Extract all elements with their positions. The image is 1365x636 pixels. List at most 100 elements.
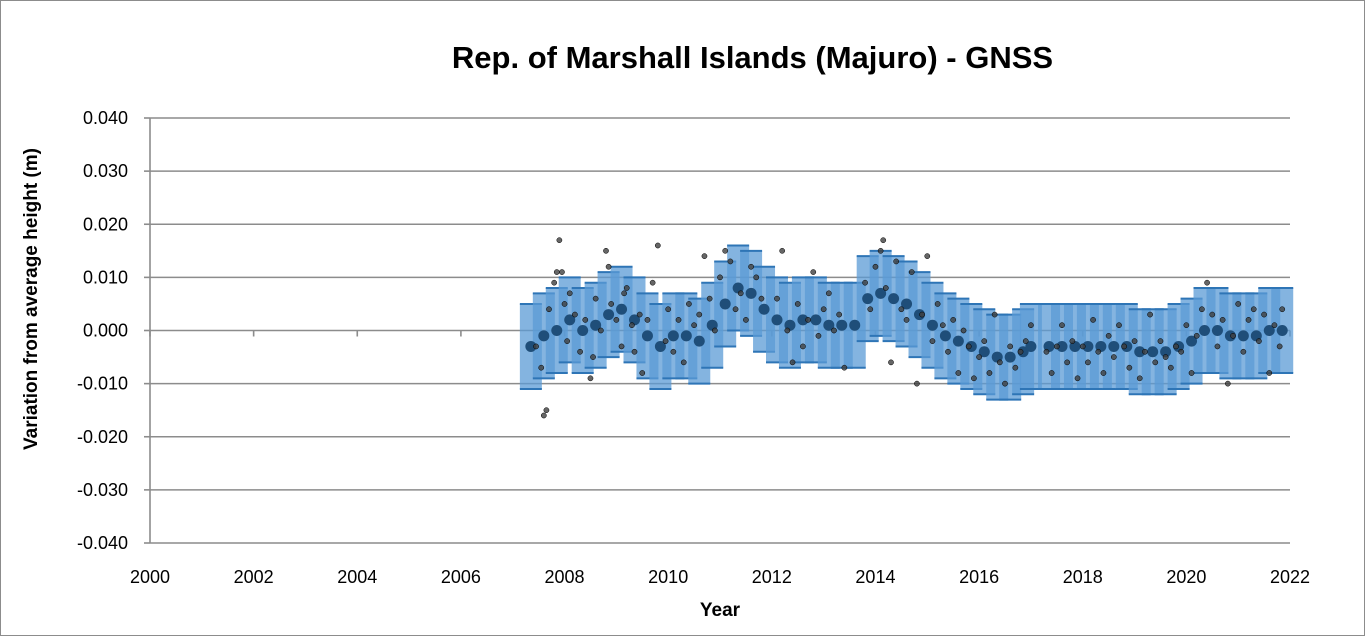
daily-point-132 — [1204, 279, 1210, 286]
daily-point-127 — [1178, 348, 1185, 355]
mean-point-28 — [888, 293, 900, 305]
x-tick-label-10: 2020 — [1166, 567, 1206, 587]
daily-point-98 — [1017, 348, 1024, 355]
mean-point-21 — [797, 314, 809, 326]
daily-point-12 — [572, 311, 578, 318]
mean-point-26 — [862, 293, 874, 305]
daily-point-101 — [1043, 348, 1050, 355]
daily-point-53 — [774, 295, 780, 302]
daily-point-34 — [665, 306, 672, 313]
mean-point-12 — [680, 330, 692, 342]
x-tick-label-9: 2018 — [1063, 567, 1103, 587]
daily-point-116 — [1121, 343, 1128, 350]
daily-point-60 — [810, 269, 817, 275]
mean-point-57 — [1263, 325, 1275, 336]
mean-point-1 — [538, 330, 550, 342]
daily-point-102 — [1048, 370, 1055, 376]
daily-point-137 — [1230, 332, 1236, 339]
chart-title: Rep. of Marshall Islands (Majuro) - GNSS — [451, 40, 1054, 75]
daily-point-131 — [1199, 306, 1205, 313]
daily-point-74 — [893, 258, 900, 265]
daily-point-147 — [1279, 306, 1286, 313]
daily-point-140 — [1245, 317, 1252, 323]
daily-point-3 — [543, 407, 550, 414]
daily-point-108 — [1079, 343, 1086, 350]
x-tick-label-6: 2012 — [752, 567, 792, 587]
mean-point-25 — [849, 319, 861, 331]
daily-points-series — [533, 237, 1286, 419]
mean-point-6 — [603, 309, 615, 321]
daily-point-19 — [603, 247, 609, 254]
daily-point-129 — [1188, 370, 1195, 376]
mean-point-37 — [1004, 351, 1016, 363]
daily-point-85 — [950, 317, 957, 323]
x-tick-label-4: 2008 — [545, 567, 585, 587]
mean-point-5 — [590, 319, 602, 331]
daily-point-33 — [662, 338, 669, 344]
daily-point-35 — [670, 348, 677, 355]
daily-point-68 — [867, 306, 874, 313]
daily-point-22 — [613, 317, 620, 323]
daily-point-99 — [1022, 338, 1029, 344]
daily-point-8 — [559, 269, 565, 275]
mean-point-32 — [939, 330, 951, 342]
mean-point-10 — [654, 340, 666, 352]
daily-point-100 — [1028, 322, 1034, 329]
daily-point-107 — [1074, 375, 1081, 382]
mean-point-39 — [1025, 340, 1037, 352]
y-tick-label-7: -0.030 — [77, 480, 128, 500]
daily-point-136 — [1224, 380, 1231, 387]
daily-point-86 — [955, 370, 962, 376]
mean-point-27 — [875, 287, 887, 299]
daily-point-56 — [789, 359, 796, 366]
daily-point-97 — [1012, 364, 1019, 371]
daily-point-17 — [592, 295, 599, 302]
daily-point-114 — [1110, 354, 1117, 360]
daily-point-11 — [566, 290, 573, 297]
tick-labels: 0.040 0.030 0.020 0.010 0.000 -0.010 -0.020 -0.… — [77, 108, 1310, 587]
mean-point-53 — [1211, 325, 1223, 336]
daily-point-89 — [971, 375, 977, 382]
daily-point-81 — [929, 338, 936, 344]
mean-point-23 — [823, 319, 835, 331]
daily-point-42 — [706, 295, 713, 302]
daily-point-28 — [636, 311, 643, 318]
daily-point-103 — [1053, 343, 1060, 350]
daily-point-88 — [965, 343, 972, 350]
daily-point-96 — [1007, 343, 1014, 350]
daily-point-31 — [649, 279, 656, 286]
daily-point-66 — [841, 364, 848, 371]
mean-point-24 — [836, 319, 848, 331]
mean-point-2 — [551, 325, 563, 336]
daily-point-145 — [1271, 322, 1278, 329]
daily-point-18 — [597, 327, 604, 334]
daily-point-120 — [1142, 348, 1148, 355]
daily-point-105 — [1064, 359, 1071, 366]
daily-point-115 — [1116, 322, 1122, 329]
daily-point-76 — [903, 317, 910, 323]
mean-point-15 — [719, 298, 731, 310]
mean-point-11 — [667, 330, 679, 342]
daily-point-113 — [1105, 332, 1112, 339]
daily-point-58 — [800, 343, 806, 350]
daily-point-52 — [758, 295, 765, 302]
daily-point-112 — [1100, 370, 1107, 376]
daily-point-65 — [836, 311, 843, 318]
daily-point-47 — [732, 306, 739, 313]
daily-point-121 — [1147, 311, 1153, 318]
daily-point-72 — [882, 285, 889, 291]
daily-point-45 — [722, 247, 729, 254]
y-tick-label-4: 0.000 — [83, 321, 128, 341]
daily-point-130 — [1193, 332, 1200, 339]
daily-point-1 — [538, 364, 545, 371]
daily-point-124 — [1162, 354, 1169, 360]
daily-point-126 — [1173, 343, 1179, 350]
daily-point-82 — [934, 301, 941, 307]
daily-point-122 — [1152, 359, 1159, 366]
daily-point-36 — [675, 317, 682, 323]
daily-point-70 — [877, 247, 884, 254]
x-tick-label-7: 2014 — [855, 567, 895, 587]
mean-point-29 — [901, 298, 913, 310]
x-tick-label-1: 2002 — [234, 567, 274, 587]
